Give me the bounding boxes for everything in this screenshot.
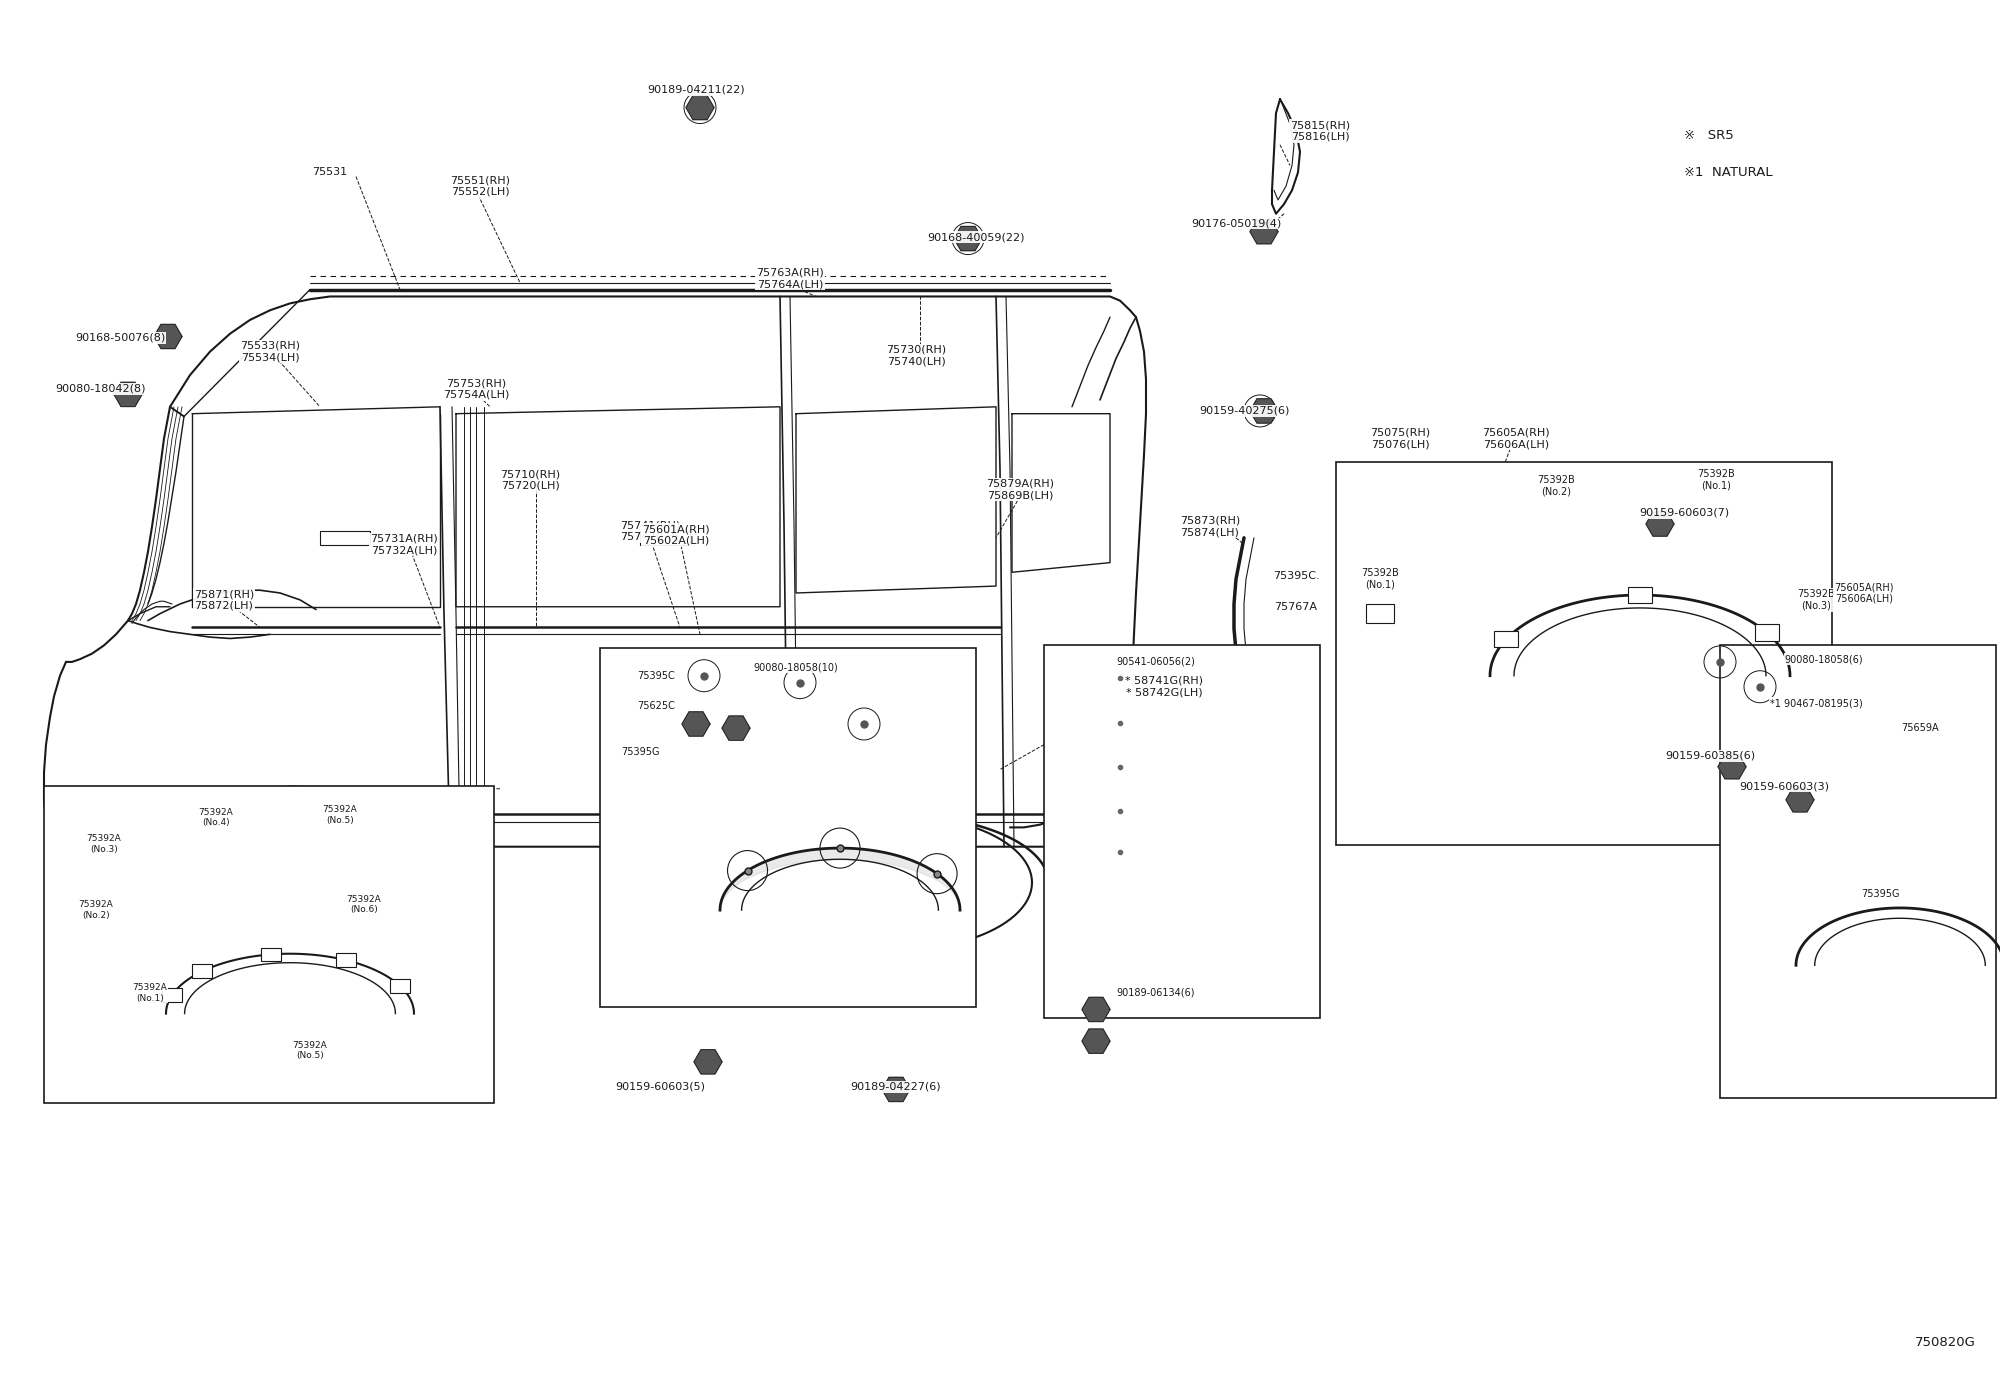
Polygon shape bbox=[686, 95, 714, 120]
Text: 90159-60603(3): 90159-60603(3) bbox=[1740, 781, 1828, 792]
Text: 90541-06056(2): 90541-06056(2) bbox=[1116, 656, 1196, 667]
Polygon shape bbox=[114, 382, 142, 407]
Polygon shape bbox=[722, 716, 750, 741]
Text: 90080-18058(10): 90080-18058(10) bbox=[754, 662, 838, 673]
Polygon shape bbox=[1082, 997, 1110, 1022]
Text: 75392A
(No.5): 75392A (No.5) bbox=[292, 1041, 328, 1060]
Text: 75392A
(No.1): 75392A (No.1) bbox=[132, 983, 168, 1003]
Polygon shape bbox=[954, 226, 982, 251]
Polygon shape bbox=[694, 1049, 722, 1074]
Bar bbox=[260, 947, 280, 961]
Text: ※   SR5: ※ SR5 bbox=[1684, 128, 1734, 142]
Text: 75533(RH)
75534(LH): 75533(RH) 75534(LH) bbox=[240, 341, 300, 363]
Bar bbox=[1044, 645, 1320, 1018]
Bar bbox=[1494, 630, 1518, 647]
Text: 75075(RH)
75076(LH): 75075(RH) 75076(LH) bbox=[1370, 427, 1430, 450]
Text: 75625C: 75625C bbox=[638, 701, 674, 712]
Bar bbox=[44, 786, 494, 1103]
Text: 75395G: 75395G bbox=[1860, 888, 1900, 899]
Polygon shape bbox=[1250, 219, 1278, 244]
Text: 75730(RH)
75740(LH): 75730(RH) 75740(LH) bbox=[886, 345, 946, 367]
Text: 90159-60385(6): 90159-60385(6) bbox=[1664, 750, 1756, 761]
Text: 90159-40275(6): 90159-40275(6) bbox=[1198, 405, 1290, 416]
Text: 75395G: 75395G bbox=[620, 746, 660, 757]
Text: 75767A: 75767A bbox=[1274, 601, 1318, 612]
Text: 90168-50076(8): 90168-50076(8) bbox=[74, 332, 166, 343]
Text: 90189-04227(6): 90189-04227(6) bbox=[850, 1081, 942, 1092]
Text: 90080-18042(8): 90080-18042(8) bbox=[54, 383, 146, 394]
Text: 750820G: 750820G bbox=[1916, 1336, 1976, 1349]
Text: 75873(RH)
75874(LH): 75873(RH) 75874(LH) bbox=[1180, 516, 1240, 538]
Text: 75763A(RH)
75764A(LH): 75763A(RH) 75764A(LH) bbox=[756, 268, 824, 290]
Text: 90080-18058(6): 90080-18058(6) bbox=[1784, 654, 1864, 665]
Polygon shape bbox=[1646, 512, 1674, 536]
Text: 75815(RH)
75816(LH): 75815(RH) 75816(LH) bbox=[1290, 120, 1350, 142]
Text: 75710(RH)
75720(LH): 75710(RH) 75720(LH) bbox=[500, 469, 560, 491]
Bar bbox=[1366, 604, 1394, 623]
Text: 75395C.: 75395C. bbox=[1272, 571, 1320, 582]
Text: 75551(RH)
75552(LH): 75551(RH) 75552(LH) bbox=[450, 175, 510, 197]
Text: 75392B
(No.1): 75392B (No.1) bbox=[1698, 469, 1734, 491]
Bar bbox=[192, 964, 212, 978]
Bar bbox=[390, 979, 410, 993]
Bar bbox=[1628, 587, 1652, 604]
Text: 90159-60603(7): 90159-60603(7) bbox=[1638, 507, 1730, 519]
Bar bbox=[640, 531, 690, 545]
Bar bbox=[600, 648, 976, 1007]
Polygon shape bbox=[1082, 1029, 1110, 1054]
Text: 90176-05019(4): 90176-05019(4) bbox=[1190, 218, 1282, 229]
Polygon shape bbox=[882, 1077, 910, 1102]
Polygon shape bbox=[1250, 399, 1278, 423]
Text: 75395C: 75395C bbox=[638, 670, 674, 681]
Text: 75531: 75531 bbox=[312, 167, 348, 178]
Text: 75601A(RH)
75602A(LH): 75601A(RH) 75602A(LH) bbox=[642, 524, 710, 546]
Polygon shape bbox=[1786, 787, 1814, 812]
Text: 75731A(RH)
75732A(LH): 75731A(RH) 75732A(LH) bbox=[370, 534, 438, 556]
Bar bbox=[320, 531, 370, 545]
Text: 75392B
(No.2): 75392B (No.2) bbox=[1538, 474, 1574, 496]
Text: * 58741G(RH)
* 58742G(LH): * 58741G(RH) * 58742G(LH) bbox=[1124, 676, 1204, 698]
Text: 75392B
(No.3): 75392B (No.3) bbox=[1798, 589, 1834, 611]
Text: *1 90467-08195(3): *1 90467-08195(3) bbox=[1770, 698, 1862, 709]
Text: 90168-40059(22): 90168-40059(22) bbox=[928, 232, 1024, 243]
Text: 75392A
(No.2): 75392A (No.2) bbox=[78, 900, 114, 920]
Polygon shape bbox=[1718, 754, 1746, 779]
Text: 75753(RH)
75754A(LH): 75753(RH) 75754A(LH) bbox=[442, 378, 510, 400]
Polygon shape bbox=[154, 324, 182, 349]
Bar bbox=[1336, 462, 1832, 845]
Bar bbox=[162, 989, 182, 1003]
Text: 75879A(RH)
75869B(LH): 75879A(RH) 75869B(LH) bbox=[986, 479, 1054, 501]
Bar bbox=[1720, 645, 1996, 1098]
Bar bbox=[1754, 625, 1778, 641]
Text: 75871(RH)
75872(LH): 75871(RH) 75872(LH) bbox=[194, 589, 254, 611]
Text: 90159-60603(5): 90159-60603(5) bbox=[616, 1081, 704, 1092]
Text: 75392A
(No.4): 75392A (No.4) bbox=[198, 808, 234, 827]
Text: 75605A(RH)
75606A(LH): 75605A(RH) 75606A(LH) bbox=[1482, 427, 1550, 450]
Text: 75392A
(No.5): 75392A (No.5) bbox=[322, 805, 358, 825]
Text: 75605A(RH)
75606A(LH): 75605A(RH) 75606A(LH) bbox=[1834, 582, 1894, 604]
Text: 75659A: 75659A bbox=[1902, 723, 1938, 734]
Polygon shape bbox=[682, 712, 710, 736]
Text: 90189-04211(22): 90189-04211(22) bbox=[648, 84, 744, 95]
Text: 75741(RH)
75742(LH): 75741(RH) 75742(LH) bbox=[620, 520, 680, 542]
Text: 75392B
(No.1): 75392B (No.1) bbox=[1362, 568, 1398, 590]
Text: 75392A
(No.3): 75392A (No.3) bbox=[86, 834, 122, 854]
Text: ※1  NATURAL: ※1 NATURAL bbox=[1684, 165, 1772, 179]
Text: 90189-06134(6): 90189-06134(6) bbox=[1116, 987, 1196, 998]
Text: 75392A
(No.6): 75392A (No.6) bbox=[346, 895, 382, 914]
Bar bbox=[336, 953, 356, 967]
